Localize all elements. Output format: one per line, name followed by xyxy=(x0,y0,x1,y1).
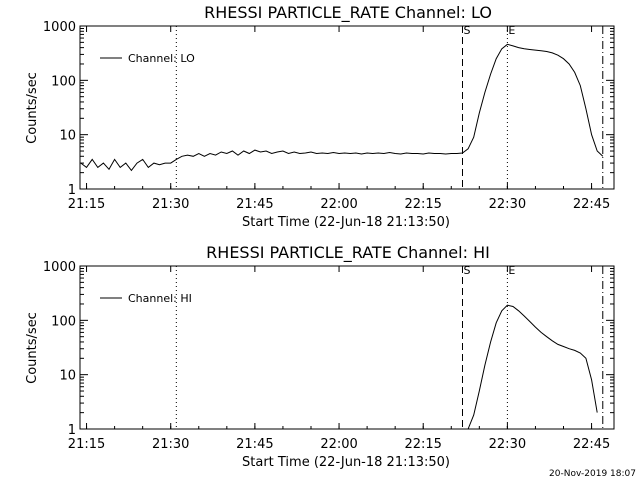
y-tick-label: 1000 xyxy=(43,20,76,35)
event-marker-label: S xyxy=(463,24,470,37)
x-tick-label: 21:15 xyxy=(68,437,105,452)
y-tick-label: 100 xyxy=(51,74,76,89)
x-tick-label: 22:45 xyxy=(573,197,610,212)
x-tick-label: 22:45 xyxy=(573,437,610,452)
event-marker-label: E xyxy=(508,24,515,37)
chart-title: RHESSI PARTICLE_RATE Channel: LO xyxy=(204,3,492,23)
series-line xyxy=(80,43,604,172)
x-tick-label: 22:30 xyxy=(489,197,526,212)
x-tick-label: 22:30 xyxy=(489,437,526,452)
legend-label: Channel: HI xyxy=(128,292,192,305)
chart-panel-hi: RHESSI PARTICLE_RATE Channel: HI Counts/… xyxy=(25,243,615,470)
x-tick-label: 22:00 xyxy=(320,437,357,452)
x-tick-label: 22:00 xyxy=(320,197,357,212)
chart-title: RHESSI PARTICLE_RATE Channel: HI xyxy=(206,243,490,263)
x-tick-label: 22:15 xyxy=(404,197,441,212)
x-tick-label: 21:45 xyxy=(236,197,273,212)
x-tick-label: 22:15 xyxy=(404,437,441,452)
plot-frame xyxy=(79,265,615,430)
y-tick-label: 10 xyxy=(59,129,76,144)
y-tick-label: 1 xyxy=(68,183,76,198)
y-tick-label: 100 xyxy=(51,314,76,329)
y-tick-label: 10 xyxy=(59,369,76,384)
footer-timestamp: 20-Nov-2019 18:07 xyxy=(549,469,636,479)
plot-frame xyxy=(79,25,615,190)
legend-label: Channel: LO xyxy=(128,52,195,65)
x-tick-label: 21:45 xyxy=(236,437,273,452)
y-axis-label: Counts/sec xyxy=(25,312,40,384)
event-marker-label: S xyxy=(463,264,470,277)
chart-panel-lo: RHESSI PARTICLE_RATE Channel: LO Counts/… xyxy=(25,3,615,230)
x-axis-label: Start Time (22-Jun-18 21:13:50) xyxy=(242,455,450,470)
x-tick-label: 21:30 xyxy=(152,197,189,212)
x-tick-label: 21:30 xyxy=(152,437,189,452)
y-axis-label: Counts/sec xyxy=(25,72,40,144)
x-axis-label: Start Time (22-Jun-18 21:13:50) xyxy=(242,215,450,230)
event-marker-label: E xyxy=(508,264,515,277)
y-tick-label: 1 xyxy=(68,423,76,438)
x-tick-label: 21:15 xyxy=(68,197,105,212)
series-line xyxy=(467,304,598,430)
y-tick-label: 1000 xyxy=(43,260,76,275)
